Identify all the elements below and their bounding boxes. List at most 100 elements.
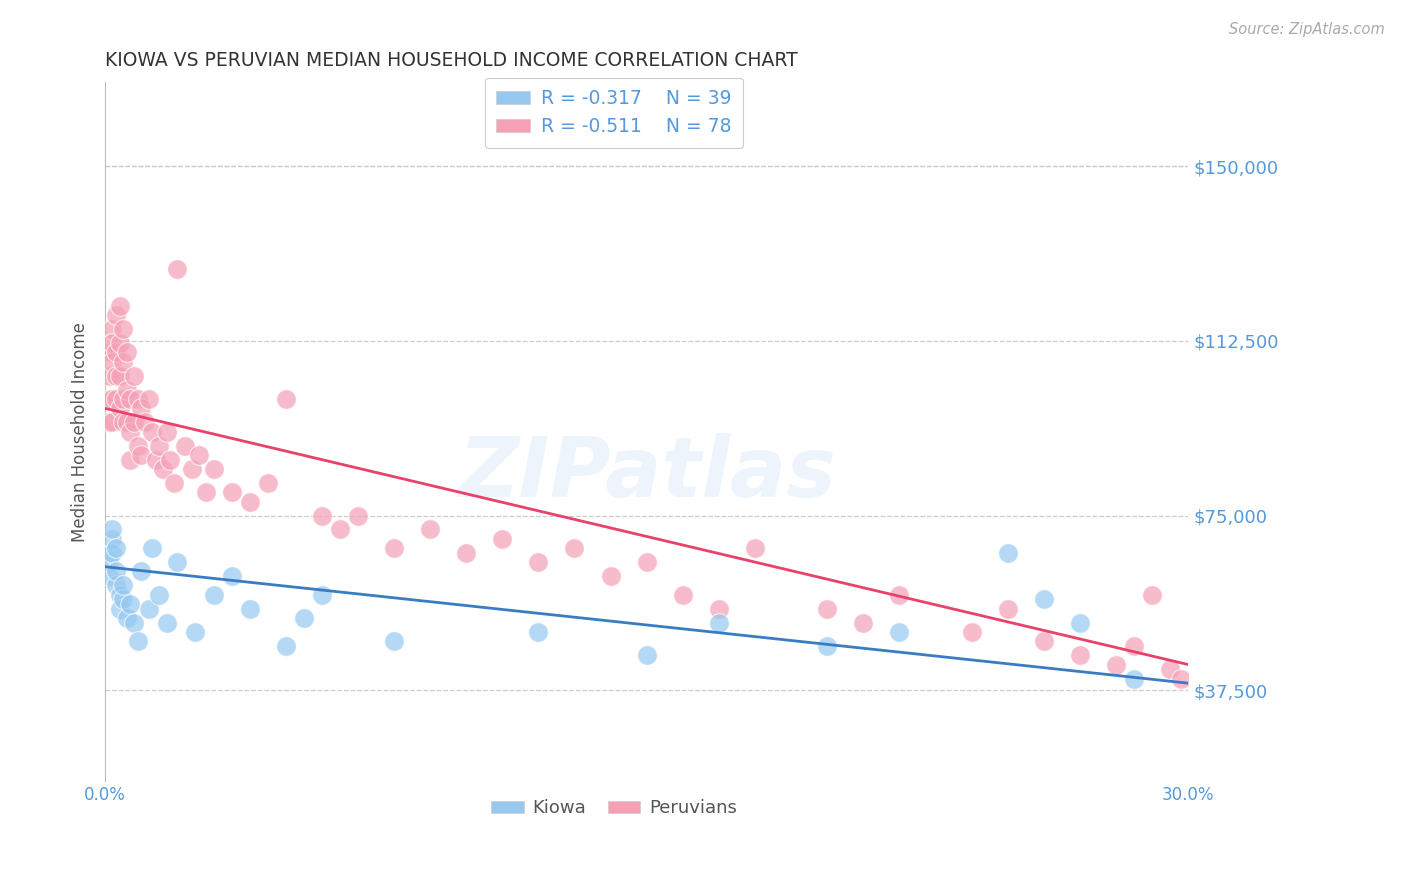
Point [131, 401, 153, 416]
Point [1105, 657, 1128, 672]
Point [127, 439, 149, 453]
Point [112, 322, 135, 336]
Point [256, 475, 278, 490]
Point [122, 415, 145, 429]
Point [155, 425, 177, 439]
Point [148, 439, 170, 453]
Point [527, 624, 550, 639]
Point [347, 508, 370, 523]
Point [564, 541, 586, 555]
Legend: Kiowa, Peruvians: Kiowa, Peruvians [484, 792, 745, 824]
Point [311, 508, 333, 523]
Point [97, 368, 120, 383]
Point [173, 439, 195, 453]
Point [997, 601, 1019, 615]
Point [105, 392, 128, 406]
Point [960, 624, 983, 639]
Point [108, 299, 131, 313]
Point [456, 546, 478, 560]
Point [115, 383, 138, 397]
Point [707, 615, 730, 630]
Point [120, 597, 142, 611]
Point [636, 555, 658, 569]
Point [112, 415, 135, 429]
Point [105, 345, 128, 359]
Point [97, 415, 120, 429]
Point [382, 634, 405, 648]
Point [274, 392, 297, 406]
Point [672, 588, 695, 602]
Point [108, 336, 131, 351]
Point [184, 624, 207, 639]
Point [707, 601, 730, 615]
Point [105, 565, 128, 579]
Point [122, 368, 145, 383]
Point [120, 392, 142, 406]
Point [239, 601, 262, 615]
Point [101, 322, 124, 336]
Point [127, 634, 149, 648]
Point [159, 452, 181, 467]
Point [101, 392, 124, 406]
Point [1170, 672, 1192, 686]
Point [141, 425, 163, 439]
Point [108, 588, 131, 602]
Point [141, 541, 163, 555]
Point [112, 392, 135, 406]
Text: ZIPatlas: ZIPatlas [458, 434, 835, 514]
Point [97, 345, 120, 359]
Point [1159, 662, 1181, 676]
Point [1032, 634, 1054, 648]
Point [101, 532, 124, 546]
Point [112, 592, 135, 607]
Y-axis label: Median Household Income: Median Household Income [72, 322, 89, 541]
Point [134, 415, 156, 429]
Point [97, 392, 120, 406]
Point [127, 392, 149, 406]
Point [491, 532, 513, 546]
Point [1140, 588, 1163, 602]
Point [889, 588, 911, 602]
Point [115, 415, 138, 429]
Point [815, 601, 838, 615]
Point [221, 569, 243, 583]
Point [108, 601, 131, 615]
Point [815, 639, 838, 653]
Point [105, 578, 128, 592]
Point [105, 541, 128, 555]
Point [115, 611, 138, 625]
Point [188, 448, 211, 462]
Point [97, 569, 120, 583]
Point [108, 368, 131, 383]
Point [131, 565, 153, 579]
Point [101, 546, 124, 560]
Point [101, 355, 124, 369]
Point [166, 261, 188, 276]
Point [138, 601, 160, 615]
Point [112, 578, 135, 592]
Point [120, 452, 142, 467]
Point [148, 588, 170, 602]
Point [274, 639, 297, 653]
Point [202, 462, 225, 476]
Point [599, 569, 621, 583]
Text: KIOWA VS PERUVIAN MEDIAN HOUSEHOLD INCOME CORRELATION CHART: KIOWA VS PERUVIAN MEDIAN HOUSEHOLD INCOM… [105, 51, 799, 70]
Point [101, 523, 124, 537]
Point [997, 546, 1019, 560]
Point [527, 555, 550, 569]
Point [97, 555, 120, 569]
Point [195, 485, 218, 500]
Point [852, 615, 875, 630]
Point [105, 308, 128, 322]
Point [101, 415, 124, 429]
Point [221, 485, 243, 500]
Point [101, 336, 124, 351]
Point [122, 615, 145, 630]
Point [145, 452, 167, 467]
Point [311, 588, 333, 602]
Point [131, 448, 153, 462]
Point [1123, 639, 1146, 653]
Point [382, 541, 405, 555]
Point [1069, 648, 1091, 663]
Point [115, 345, 138, 359]
